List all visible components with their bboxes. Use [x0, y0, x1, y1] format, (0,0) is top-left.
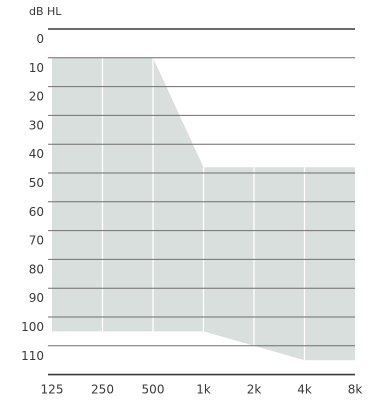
frequency-lines-group — [101, 57, 306, 361]
y-tick-0: 0 — [36, 32, 44, 46]
gridlines-group — [48, 28, 355, 347]
y-tick-70: 70 — [29, 234, 44, 248]
y-tick-30: 30 — [29, 118, 44, 132]
y-tick-labels: 0 10 20 30 40 50 60 70 80 90 100 110 — [21, 32, 44, 363]
x-tick-1k: 1k — [196, 383, 211, 397]
y-tick-60: 60 — [29, 205, 44, 219]
y-tick-20: 20 — [29, 90, 44, 104]
y-tick-90: 90 — [29, 291, 44, 305]
x-tick-250: 250 — [91, 383, 114, 397]
x-tick-labels: 125 250 500 1k 2k 4k 8k — [41, 383, 363, 397]
y-tick-50: 50 — [29, 176, 44, 190]
y-tick-80: 80 — [29, 262, 44, 276]
x-tick-8k: 8k — [348, 383, 363, 397]
x-tick-500: 500 — [142, 383, 165, 397]
y-tick-110: 110 — [21, 349, 44, 363]
y-tick-40: 40 — [29, 147, 44, 161]
y-tick-10: 10 — [29, 61, 44, 75]
x-tick-4k: 4k — [297, 383, 312, 397]
x-tick-2k: 2k — [247, 383, 262, 397]
x-tick-125: 125 — [41, 383, 64, 397]
y-tick-100: 100 — [21, 320, 44, 334]
y-unit-label: dB HL — [29, 5, 62, 18]
